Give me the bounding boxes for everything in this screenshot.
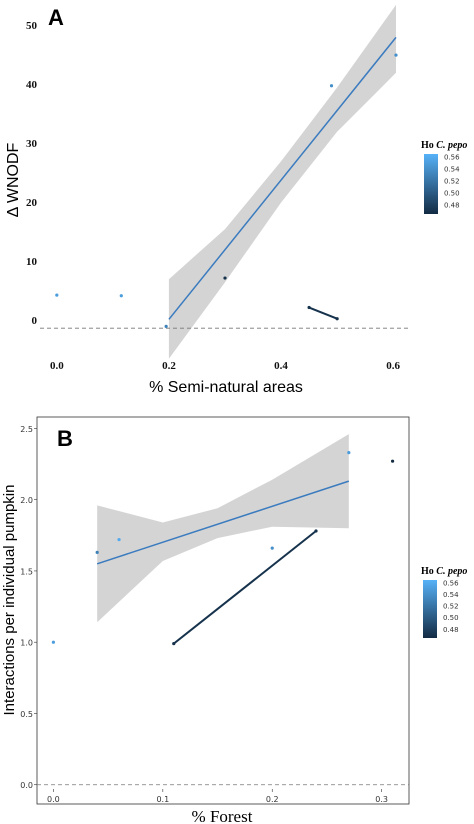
panel-b-legend-tick-label-4: 0.48 [443, 626, 459, 634]
panel-a-y-axis-title: Δ WNODF [5, 142, 22, 217]
panel-b-legend-tick-label-3: 0.50 [443, 614, 459, 622]
panel-b-y-tick-label-0: 0.0 [20, 781, 33, 790]
panel-a-point-3 [223, 276, 227, 280]
panel-b-segment-0 [173, 530, 317, 645]
panel-a-confidence-band [168, 4, 396, 359]
panel-a-segment-0 [308, 306, 338, 320]
panel-a-legend: Ho C. pepo 0.56 0.54 0.52 0.50 0.48 [421, 140, 467, 214]
panel-a-legend-tick-label-2: 0.52 [444, 178, 460, 186]
panel-a-letter: A [48, 5, 64, 30]
panel-b-legend-tick-label-2: 0.52 [443, 603, 459, 611]
panel-a-y-tick-label-4: 40 [26, 79, 38, 91]
panel-a-legend-colorbar [424, 154, 438, 214]
panel-a-legend-tick-label-4: 0.48 [444, 202, 460, 210]
panel-b-point-2 [117, 537, 121, 542]
panel-a-x-tick-label-0: 0.0 [50, 360, 64, 372]
panel-b-x-axis-title: % Forest [192, 807, 253, 824]
panel-b-confidence-band [97, 434, 349, 623]
panel-a-y-tick-label-1: 10 [26, 256, 38, 268]
panel-b-legend-tick-label-1: 0.54 [443, 591, 459, 599]
panel-b-y-tick-label-1: 0.5 [20, 710, 33, 719]
panel-b-fit-line [96, 480, 350, 565]
panel-a-point-0 [55, 293, 59, 297]
panel-b-legend-colorbar [423, 580, 437, 638]
panel-a-fit-line [168, 36, 397, 320]
panel-b-frame [36, 416, 410, 805]
panel-a-y-tick-label-2: 20 [26, 197, 38, 209]
panel-a-legend-title-species: C. pepo [436, 140, 467, 151]
panel-b-legend-title-species: C. pepo [436, 566, 467, 577]
panel-b-legend-tick-label-0: 0.56 [443, 579, 459, 587]
panel-b-point-4 [347, 451, 351, 455]
panel-a-legend-title: Ho C. pepo [421, 140, 467, 151]
panel-b-point-0 [51, 640, 56, 644]
panel-b-y-tick-label-3: 1.5 [20, 567, 33, 576]
panel-b: B % Forest Interactions per individual p… [1, 416, 467, 824]
panel-b-plot: 0.0 0.1 0.2 0.3 0.0 0.5 1.0 1.5 2.0 2.5 [20, 425, 409, 804]
panel-b-y-tick-label-2: 1.0 [20, 639, 33, 648]
panel-b-x-tick-label-2: 0.2 [266, 795, 279, 804]
panel-b-point-1 [95, 550, 99, 555]
panel-a-x-tick-label-3: 0.6 [386, 360, 400, 372]
panel-a-legend-title-prefix: Ho [421, 140, 436, 151]
panel-a-y-tick-label-3: 30 [26, 138, 38, 150]
panel-b-point-5 [390, 459, 395, 463]
panel-a-legend-tick-label-1: 0.54 [444, 166, 460, 174]
panel-a-segment-0-end-point [335, 317, 339, 321]
panel-a-plot: 0.0 0.2 0.4 0.6 0 10 20 30 40 50 [26, 4, 410, 372]
panel-b-y-tick-label-4: 2.0 [20, 496, 33, 505]
panel-a-x-axis-title: % Semi-natural areas [149, 379, 303, 396]
panel-a-point-2 [164, 324, 168, 329]
panel-a: A % Semi-natural areas Δ WNODF 0.0 0.2 0.4… [5, 4, 467, 396]
panel-b-x-tick-label-3: 0.3 [375, 795, 388, 804]
panel-b-y-tick-label-5: 2.5 [20, 425, 33, 434]
panel-a-x-tick-label-1: 0.2 [162, 360, 176, 372]
panel-a-y-tick-label-5: 50 [26, 20, 38, 32]
panel-a-point-5 [394, 53, 398, 57]
panel-a-x-tick-label-2: 0.4 [274, 360, 288, 372]
panel-a-point-4 [329, 84, 334, 88]
panel-b-legend: Ho C. pepo 0.56 0.54 0.52 0.50 0.48 [421, 566, 467, 638]
panel-b-segment-0-start-point [172, 642, 176, 646]
panel-b-legend-title-prefix: Ho [421, 566, 436, 577]
panel-b-letter: B [57, 426, 73, 451]
panel-b-x-tick-label-1: 0.1 [156, 795, 169, 804]
panel-b-segment-0-end-point [314, 529, 318, 533]
panel-a-point-1 [119, 294, 123, 298]
panel-a-legend-tick-label-0: 0.56 [444, 154, 460, 162]
panel-b-point-3 [270, 546, 274, 550]
panel-b-y-axis-title: Interactions per individual pumpkin [1, 485, 18, 716]
panel-b-legend-title: Ho C. pepo [421, 566, 467, 577]
panel-a-y-tick-label-0: 0 [32, 315, 38, 327]
panel-b-x-tick-label-0: 0.0 [47, 795, 60, 804]
panel-a-legend-tick-label-3: 0.50 [444, 190, 460, 198]
panel-a-segment-0-start-point [307, 305, 311, 310]
